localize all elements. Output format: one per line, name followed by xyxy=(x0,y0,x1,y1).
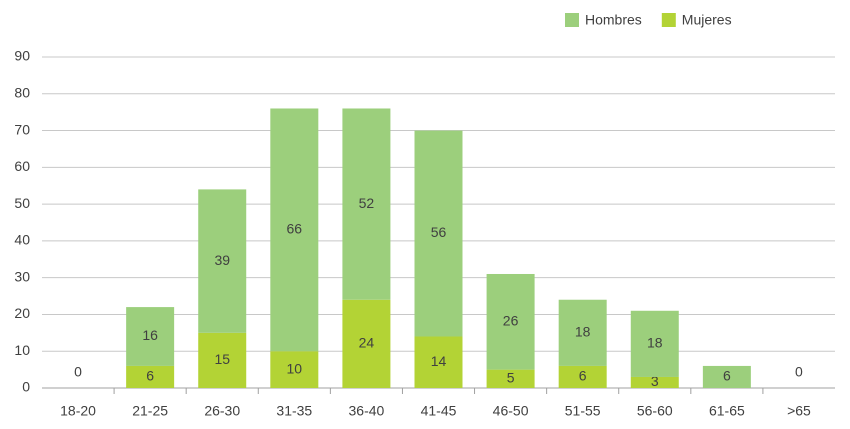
data-label: 6 xyxy=(579,368,587,384)
bar xyxy=(414,336,463,388)
x-tick-label: 31-35 xyxy=(276,403,312,419)
data-label: 14 xyxy=(431,353,447,369)
bar xyxy=(486,369,535,388)
bar xyxy=(342,108,391,300)
bar xyxy=(630,310,679,377)
data-label: 0 xyxy=(74,364,82,380)
data-label: 6 xyxy=(723,368,731,384)
bar xyxy=(126,365,175,388)
y-tick-label: 20 xyxy=(14,305,30,321)
x-tick-label: 41-45 xyxy=(421,403,457,419)
x-tick-label: 46-50 xyxy=(493,403,529,419)
data-label: 66 xyxy=(287,221,303,237)
data-label: 18 xyxy=(575,324,591,340)
x-tick-label: >65 xyxy=(787,403,811,419)
legend-label: Hombres xyxy=(585,12,642,28)
y-tick-label: 50 xyxy=(14,195,30,211)
data-label: 26 xyxy=(503,313,519,329)
x-tick-label: 61-65 xyxy=(709,403,745,419)
data-label: 0 xyxy=(795,364,803,380)
y-tick-label: 80 xyxy=(14,84,30,100)
data-label: 3 xyxy=(651,373,659,389)
bar xyxy=(558,299,607,366)
y-tick-label: 0 xyxy=(22,379,30,395)
y-tick-label: 60 xyxy=(14,158,30,174)
bar xyxy=(126,307,175,366)
data-label: 15 xyxy=(214,351,230,367)
bar xyxy=(702,365,751,388)
data-label: 5 xyxy=(507,370,515,386)
data-label: 6 xyxy=(146,368,154,384)
y-tick-label: 40 xyxy=(14,232,30,248)
bar xyxy=(486,273,535,370)
bar xyxy=(558,365,607,388)
x-tick-label: 21-25 xyxy=(132,403,168,419)
x-tick-label: 26-30 xyxy=(204,403,240,419)
x-tick-label: 36-40 xyxy=(349,403,385,419)
x-tick-label: 18-20 xyxy=(60,403,96,419)
bar xyxy=(414,130,463,337)
bar xyxy=(198,332,247,388)
bar xyxy=(630,376,679,388)
legend-swatch xyxy=(661,13,676,27)
data-label: 16 xyxy=(142,327,158,343)
data-label: 56 xyxy=(431,224,447,240)
legend-label: Mujeres xyxy=(682,12,732,28)
x-tick-label: 51-55 xyxy=(565,403,601,419)
bar xyxy=(270,351,319,388)
data-label: 52 xyxy=(359,195,375,211)
bar xyxy=(198,189,247,333)
data-label: 10 xyxy=(287,360,303,376)
x-tick-label: 56-60 xyxy=(637,403,673,419)
data-label: 18 xyxy=(647,335,663,351)
data-label: 39 xyxy=(214,252,230,268)
bar xyxy=(270,108,319,352)
bar xyxy=(342,299,391,388)
y-tick-label: 30 xyxy=(14,268,30,284)
legend-swatch xyxy=(565,13,579,27)
y-tick-label: 70 xyxy=(14,121,30,137)
y-tick-label: 90 xyxy=(14,48,30,64)
y-tick-label: 10 xyxy=(14,342,30,358)
data-label: 24 xyxy=(359,335,375,351)
